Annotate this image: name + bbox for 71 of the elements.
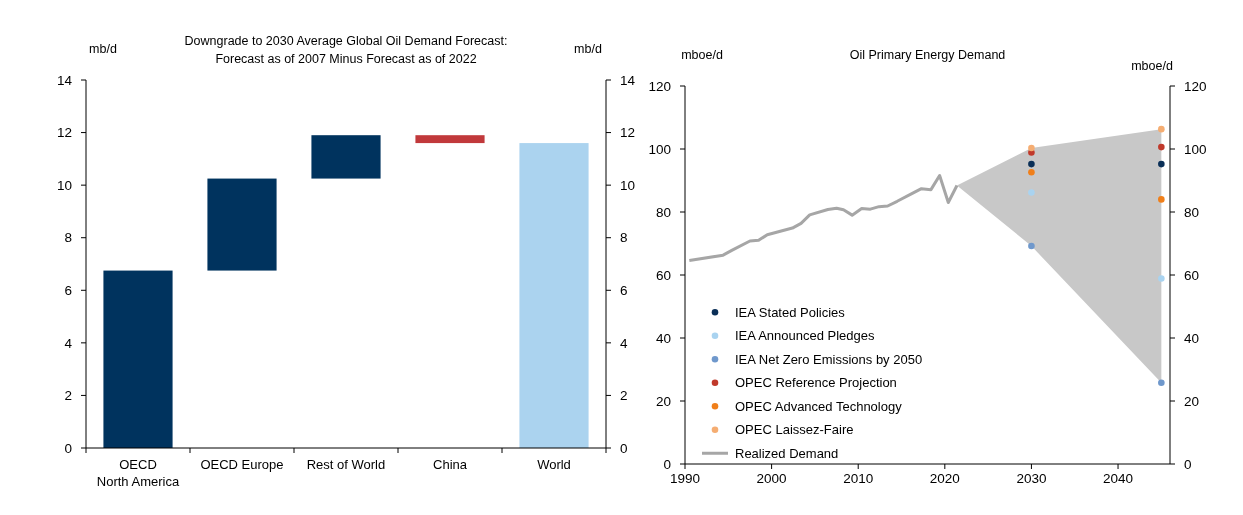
y2-tick-label: 4 (620, 335, 628, 351)
y2-tick-label: 60 (1184, 267, 1200, 283)
point (1158, 379, 1165, 387)
y2-tick-label: 80 (1184, 204, 1200, 220)
x-tick-label: Rest of World (306, 457, 386, 472)
y-tick-label: 80 (655, 204, 671, 220)
chart-title: Downgrade to 2030 Average Global Oil Demand Forecast: Forecast as of 2007 Minus Forecast as of 2022 (184, 34, 508, 66)
legend-label: Realized Demand (735, 445, 839, 461)
y-tick-label: 0 (64, 440, 72, 456)
y-tick-label: 120 (648, 78, 671, 94)
bar (311, 135, 381, 179)
y-tick-label: 60 (655, 267, 671, 283)
bar (207, 178, 277, 271)
line-series (687, 173, 959, 263)
x-tick-label: China (433, 457, 468, 472)
chart-title: Oil Primary Energy Demand (849, 48, 1006, 62)
point (1028, 160, 1035, 168)
point (1028, 144, 1035, 152)
y-tick-label: 40 (655, 330, 671, 346)
x-tick-label: 2040 (1103, 471, 1134, 486)
y2-tick-label: 0 (620, 440, 628, 456)
point (1158, 143, 1165, 151)
x-tick-label: 1990 (669, 471, 701, 486)
bar (519, 143, 589, 448)
point (1028, 169, 1035, 176)
y-tick-label: 2 (64, 388, 72, 404)
y2-tick-label: 100 (1184, 141, 1207, 157)
x-tick-label: 2020 (929, 471, 960, 486)
legend-label: OPEC Laissez-Faire (735, 422, 854, 438)
x-tick-label: OECD Europe (200, 457, 284, 472)
point (1028, 189, 1035, 196)
y-tick-label: 14 (56, 72, 73, 88)
legend-label: IEA Net Zero Emissions by 2050 (735, 351, 923, 367)
y-tick-label: 6 (64, 283, 72, 299)
legend-label: OPEC Reference Projection (735, 375, 897, 391)
legend-label: IEA Stated Policies (735, 304, 846, 320)
x-tick-label: 2010 (843, 471, 874, 486)
point (1158, 160, 1165, 168)
y2-tick-label: 120 (1184, 78, 1207, 94)
y2-axis-title: mboe/d (1131, 59, 1173, 73)
point (1158, 125, 1165, 133)
legend-label: IEA Announced Pledges (735, 328, 875, 344)
y2-axis-title: mb/d (574, 42, 602, 56)
y2-tick-label: 10 (620, 177, 636, 193)
y-tick-label: 8 (64, 230, 72, 246)
y-tick-label: 100 (648, 141, 671, 157)
y-tick-label: 4 (64, 335, 73, 351)
y-axis-title: mboe/d (681, 48, 723, 62)
x-tick-label: World (537, 457, 571, 472)
y-axis-title: mb/d (89, 42, 117, 56)
x-tick-label: 2000 (756, 471, 787, 486)
point (1158, 196, 1165, 203)
point (1028, 242, 1035, 250)
y2-tick-label: 2 (620, 388, 628, 404)
y-tick-label: 0 (663, 456, 671, 472)
legend-label: OPEC Advanced Technology (735, 398, 903, 414)
bar (415, 135, 485, 144)
y-tick-label: 10 (56, 177, 72, 193)
y2-tick-label: 40 (1184, 330, 1200, 346)
y-tick-label: 20 (655, 393, 671, 409)
y2-tick-label: 20 (1184, 393, 1200, 409)
bar (103, 270, 173, 448)
y2-tick-label: 6 (620, 283, 628, 299)
x-tick-label: OECD North America (96, 457, 180, 489)
x-tick-label: 2030 (1016, 471, 1047, 486)
y2-tick-label: 12 (620, 125, 636, 141)
y-tick-label: 12 (56, 125, 72, 141)
y2-tick-label: 14 (620, 72, 636, 88)
y2-tick-label: 0 (1184, 456, 1192, 472)
point (1158, 275, 1165, 282)
y2-tick-label: 8 (620, 230, 628, 246)
